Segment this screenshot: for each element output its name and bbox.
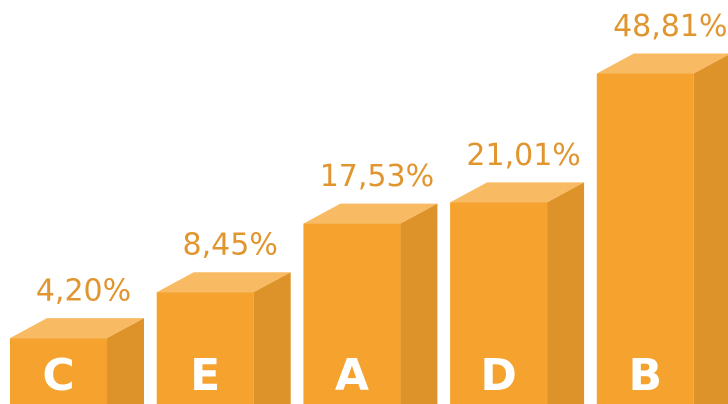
category-label: D [480, 350, 517, 401]
bar-side [400, 203, 438, 404]
bar-front [303, 223, 401, 404]
bar-top [450, 182, 585, 203]
bar-front [156, 292, 254, 404]
bar-side [693, 55, 728, 404]
bar-top [303, 203, 438, 224]
category-label: B [629, 350, 663, 401]
bar-side [547, 182, 585, 404]
value-label: 8,45% [183, 228, 278, 263]
bar-top [10, 318, 144, 339]
bar [156, 272, 291, 404]
value-label: 48,81% [613, 9, 727, 44]
bar-front [450, 202, 548, 404]
bar [596, 53, 728, 404]
bar-top [156, 272, 291, 293]
category-label: C [42, 350, 74, 401]
bar-side [107, 318, 144, 404]
value-label: 17,53% [320, 159, 434, 194]
category-label: E [190, 350, 220, 401]
bar [450, 182, 585, 404]
bar-top [596, 53, 728, 74]
value-label: 4,20% [36, 274, 131, 309]
bar-front [596, 73, 694, 404]
category-label: A [335, 350, 369, 401]
value-label: 21,01% [466, 138, 580, 173]
bar [10, 318, 144, 404]
bar-front [10, 338, 107, 404]
bar [303, 203, 438, 404]
bar-side [253, 272, 291, 404]
